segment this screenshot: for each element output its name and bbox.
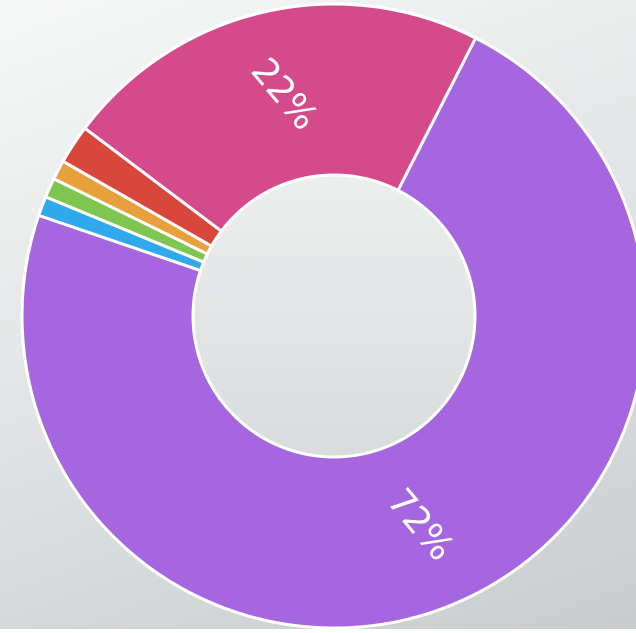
slice (83, 2, 478, 318)
donut-hole (191, 173, 477, 459)
